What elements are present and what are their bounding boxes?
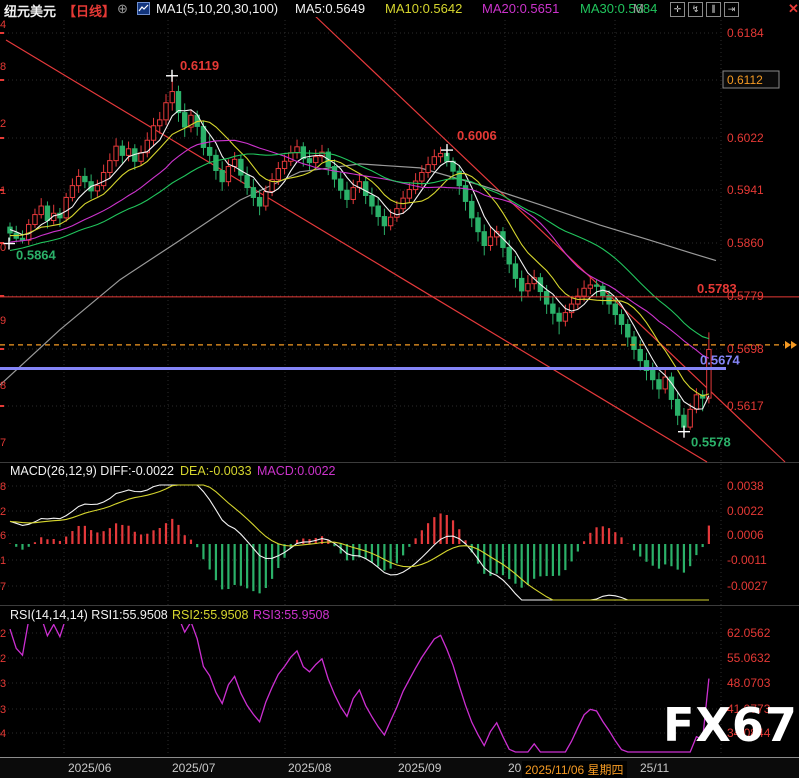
rsi1-value: RSI(14,14,14) RSI1:55.9508	[10, 608, 168, 622]
ma-settings-label: MA1(5,10,20,30,100)	[156, 1, 279, 16]
svg-text:48.0703: 48.0703	[727, 676, 771, 690]
svg-text:8: 8	[0, 380, 6, 392]
time-label: 2025/09	[398, 761, 442, 775]
macd-layer	[8, 484, 710, 601]
ma10-value: MA10:0.5642	[385, 1, 463, 16]
time-label: 2025/07	[172, 761, 216, 775]
svg-text:4: 4	[0, 728, 6, 740]
svg-text:2: 2	[0, 653, 6, 665]
macd-dea-value: DEA:-0.0033	[180, 464, 252, 478]
svg-text:0.0038: 0.0038	[727, 479, 764, 493]
svg-text:41.0773: 41.0773	[727, 702, 771, 716]
svg-text:0.6112: 0.6112	[727, 73, 763, 87]
symbol-title: 纽元美元	[4, 4, 57, 19]
svg-text:4: 4	[0, 19, 6, 31]
ma-lines-layer	[9, 109, 710, 410]
time-label: 25/11	[640, 761, 670, 775]
svg-text:-0.0011: -0.0011	[727, 553, 767, 567]
svg-text:0.6006: 0.6006	[457, 128, 497, 143]
svg-text:0.5779: 0.5779	[727, 289, 764, 303]
svg-text:0.5941: 0.5941	[727, 183, 764, 197]
svg-text:0.5783: 0.5783	[697, 281, 737, 296]
svg-text:0.0006: 0.0006	[727, 528, 764, 542]
svg-text:34.0844: 34.0844	[727, 726, 771, 740]
svg-text:1: 1	[0, 185, 6, 197]
add-indicator-icon[interactable]: ⊕	[117, 1, 128, 16]
period-label[interactable]: 【日线】	[63, 4, 116, 19]
svg-text:9: 9	[0, 315, 6, 327]
ma30-value: MA30:0.5684	[580, 1, 658, 16]
svg-text:0.5864: 0.5864	[16, 248, 57, 263]
indicator-chart-icon[interactable]	[137, 2, 150, 15]
svg-text:55.0632: 55.0632	[727, 651, 771, 665]
bar-chart-icon[interactable]: ⫼	[706, 2, 721, 17]
main-header: 纽元美元 【日线】 ⊕ MA1(5,10,20,30,100) MA5:0.56…	[0, 0, 799, 19]
rsi3-value: RSI3:55.9508	[253, 608, 330, 622]
svg-text:2: 2	[0, 506, 6, 518]
rsi-layer	[9, 616, 710, 753]
svg-text:7: 7	[0, 437, 6, 449]
svg-text:0.5674: 0.5674	[700, 353, 741, 368]
current-date-label: 2025/11/06 星期四	[522, 761, 627, 778]
svg-text:6: 6	[0, 530, 6, 542]
corner-marker-icon[interactable]: ✕	[788, 1, 799, 16]
svg-text:0.5617: 0.5617	[727, 399, 764, 413]
svg-text:62.0562: 62.0562	[727, 626, 771, 640]
time-label: 2025/06	[68, 761, 112, 775]
svg-text:1: 1	[0, 555, 6, 567]
svg-text:0.6022: 0.6022	[727, 131, 764, 145]
zoom-chart-icon[interactable]: ↯	[688, 2, 703, 17]
ma100-line	[0, 163, 717, 386]
period-m-label[interactable]: M	[633, 1, 644, 16]
grid-layer	[0, 16, 799, 755]
svg-text:2: 2	[0, 628, 6, 640]
annotations-layer: 0.6119 0.6006 0.5864 0.5578	[3, 58, 731, 450]
levels-layer: 0.5783 0.5674	[0, 281, 799, 371]
svg-text:2: 2	[0, 118, 6, 130]
time-label: 2025/08	[288, 761, 332, 775]
svg-text:0.5578: 0.5578	[691, 435, 731, 450]
svg-text:-0.0027: -0.0027	[727, 579, 768, 593]
svg-text:3: 3	[0, 678, 6, 690]
pan-icon[interactable]: ✛	[670, 2, 685, 17]
macd-value: MACD:0.0022	[257, 464, 336, 478]
svg-text:3: 3	[0, 704, 6, 716]
candles-layer	[7, 75, 712, 432]
time-axis[interactable]: 2025/062025/072025/082025/092025/1025/11…	[0, 757, 799, 778]
rsi-header: RSI(14,14,14) RSI1:55.9508 RSI2:55.9508 …	[0, 607, 720, 624]
macd-header: MACD(26,12,9) DIFF:-0.0022 DEA:-0.0033 M…	[0, 463, 720, 480]
svg-text:0: 0	[0, 242, 6, 254]
svg-text:0.6184: 0.6184	[727, 26, 764, 40]
ma20-value: MA20:0.5651	[482, 1, 560, 16]
macd-diff-value: MACD(26,12,9) DIFF:-0.0022	[10, 464, 174, 478]
svg-text:0.6119: 0.6119	[180, 58, 219, 73]
svg-text:8: 8	[0, 61, 6, 73]
ma5-value: MA5:0.5649	[295, 1, 366, 16]
axis-labels-layer: 0.6184 0.6112 0.6022 0.5941 0.5860 0.5779 0.56…	[0, 19, 780, 740]
svg-text:8: 8	[0, 481, 6, 493]
svg-text:0.0022: 0.0022	[727, 504, 764, 518]
next-chart-icon[interactable]: ⇥	[724, 2, 739, 17]
svg-text:0.5860: 0.5860	[727, 236, 764, 250]
svg-text:0.5698: 0.5698	[727, 342, 764, 356]
svg-text:7: 7	[0, 581, 6, 593]
watermark: FX678	[663, 698, 799, 752]
rsi2-value: RSI2:55.9508	[172, 608, 249, 622]
trendlines-layer	[5, 13, 786, 463]
